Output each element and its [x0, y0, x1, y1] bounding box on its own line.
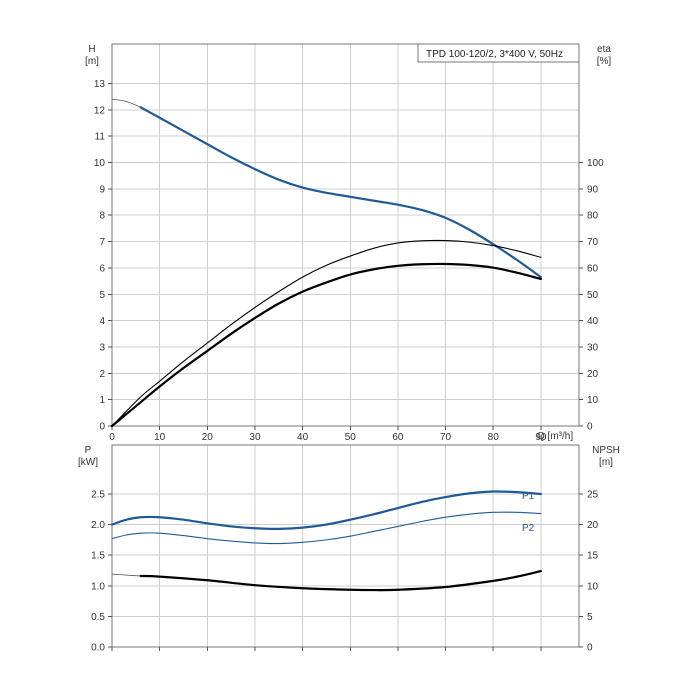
x-tick-label: 20 [202, 432, 214, 443]
chart-title: TPD 100-120/2, 3*400 V, 50Hz [426, 49, 563, 60]
x-tick-label: 80 [488, 432, 500, 443]
top-plot-frame [111, 43, 580, 427]
p-tick-label: 1.5 [91, 551, 105, 562]
top-grid [111, 44, 579, 426]
y-right-tick-label: 30 [587, 342, 599, 353]
y-right-tick-label: 10 [587, 395, 599, 406]
y-right-tick-label: 0 [587, 422, 593, 433]
top-ticks: 0 10 20 30 40 50 60 70 80 90012345678910111213010… [94, 79, 604, 443]
y-left-tick-label: 0 [99, 422, 105, 433]
x-tick-label: 60 [392, 432, 404, 443]
y-right-label-line1: eta [597, 44, 611, 55]
efficiency-curve-2 [110, 262, 542, 428]
npsh-tick-label: 25 [587, 489, 599, 500]
x-tick-label: 30 [249, 432, 261, 443]
y-right-tick-label: 20 [587, 369, 599, 380]
power-curve-p2 [111, 511, 542, 545]
y-left-label-line1: H [88, 44, 95, 55]
power-curve-p1 [110, 490, 542, 530]
x-tick-label: 0 [109, 432, 115, 443]
npsh-tick-label: 20 [587, 520, 599, 531]
legend-p2: P2 [522, 523, 535, 534]
y-left-tick-label: 4 [99, 316, 105, 327]
y-left-tick-label: 10 [94, 158, 106, 169]
x-tick-label: 90 [535, 432, 547, 443]
y-right-tick-label: 90 [587, 184, 599, 195]
efficiency-curve-1 [111, 239, 542, 427]
top-series [110, 98, 542, 428]
y-left-tick-label: 2 [99, 369, 105, 380]
npsh-axis-label-line2: [m] [599, 457, 613, 468]
bottom-series [110, 490, 542, 592]
p-tick-label: 0.5 [91, 612, 105, 623]
y-left-tick-label: 1 [99, 395, 105, 406]
y-left-tick-label: 6 [99, 263, 105, 274]
y-right-tick-label: 100 [587, 158, 604, 169]
p-axis-label-line1: P [85, 445, 92, 456]
bottom-grid [111, 445, 579, 647]
y-left-tick-label: 12 [94, 105, 106, 116]
y-right-label-line2: [%] [597, 56, 612, 67]
y-left-tick-label: 11 [95, 132, 106, 143]
power-npsh-chart: 0.0 0.5 1.0 1.5 2.0 2.5 0 5 10 15 20 25 P [kW] NPSH… [78, 444, 620, 654]
npsh-tick-label: 0 [587, 643, 593, 654]
y-left-tick-label: 7 [99, 237, 105, 248]
y-right-tick-label: 70 [587, 237, 599, 248]
npsh-curve-extension [111, 573, 141, 577]
y-left-tick-label: 8 [99, 211, 105, 222]
legend-p1: P1 [522, 491, 535, 502]
npsh-axis-label-line1: NPSH [592, 445, 620, 456]
y-right-tick-label: 80 [587, 211, 599, 222]
y-left-label-line2: [m] [85, 56, 99, 67]
p-tick-label: 0.0 [91, 643, 105, 654]
npsh-tick-label: 15 [587, 551, 599, 562]
x-axis-label: Q [m³/h] [537, 431, 573, 442]
y-left-tick-label: 5 [99, 290, 105, 301]
head-efficiency-chart: 0 10 20 30 40 50 60 70 80 90012345678910111213010… [85, 43, 612, 443]
y-right-tick-label: 50 [587, 290, 599, 301]
x-tick-label: 70 [440, 432, 452, 443]
x-tick-label: 10 [154, 432, 166, 443]
y-right-tick-label: 40 [587, 316, 599, 327]
head-curve-extension [111, 98, 141, 108]
p-tick-label: 2.5 [91, 489, 105, 500]
x-tick-label: 40 [297, 432, 309, 443]
head-curve [139, 106, 542, 279]
p-tick-label: 2.0 [91, 520, 105, 531]
p-tick-label: 1.0 [91, 581, 105, 592]
y-left-tick-label: 9 [99, 184, 105, 195]
bottom-ticks: 0.0 0.5 1.0 1.5 2.0 2.5 0 5 10 15 20 25 [91, 489, 598, 653]
y-left-tick-label: 3 [99, 342, 105, 353]
y-right-tick-label: 60 [587, 263, 599, 274]
npsh-tick-label: 5 [587, 612, 593, 623]
y-left-tick-label: 13 [94, 79, 106, 90]
p-axis-label-line2: [kW] [78, 457, 98, 468]
title-box [417, 43, 580, 63]
bottom-plot-frame [111, 444, 580, 648]
npsh-tick-label: 10 [587, 581, 599, 592]
npsh-curve [139, 570, 542, 592]
x-tick-label: 50 [345, 432, 357, 443]
